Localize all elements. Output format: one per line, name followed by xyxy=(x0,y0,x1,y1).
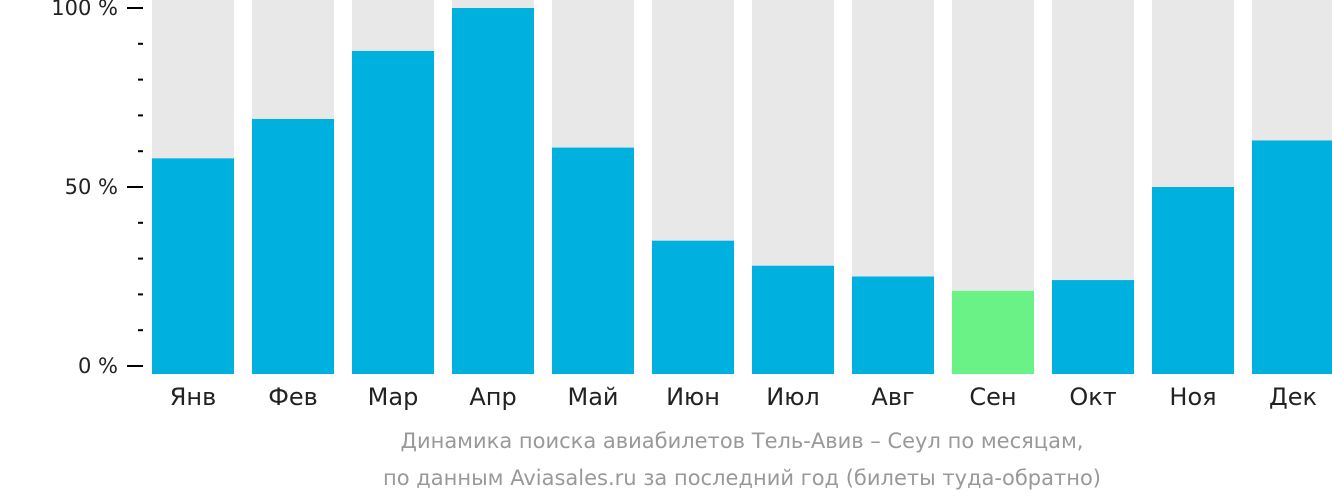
x-tick-label: Апр xyxy=(469,383,516,411)
x-tick-label: Ноя xyxy=(1169,383,1216,411)
x-tick-label: Июн xyxy=(666,383,720,411)
bar-chart: 0 % 50 % 100 % Янв Фев Мар Апр Май Июн Июл Авг Сен О… xyxy=(51,0,1332,411)
y-tick-label: 100 % xyxy=(51,0,118,20)
x-tick-label: Сен xyxy=(969,383,1016,411)
y-tick-label: 50 % xyxy=(65,175,118,199)
x-tick-label: Янв xyxy=(170,383,217,411)
chart-caption-line-1: Динамика поиска авиабилетов Тель-Авив – … xyxy=(400,429,1084,453)
bar xyxy=(852,276,934,374)
y-tick-label: 0 % xyxy=(78,354,118,378)
bar xyxy=(952,290,1034,374)
bar xyxy=(1052,280,1134,374)
x-tick-label: Окт xyxy=(1069,383,1116,411)
x-tick-label: Май xyxy=(567,383,618,411)
bar xyxy=(152,158,234,374)
bar xyxy=(1152,187,1234,374)
bar xyxy=(752,265,834,374)
bar xyxy=(252,118,334,374)
bar xyxy=(552,147,634,374)
bar xyxy=(452,8,534,374)
bar xyxy=(1252,140,1332,374)
x-tick-label: Фев xyxy=(268,383,318,411)
x-tick-label: Мар xyxy=(368,383,419,411)
bar xyxy=(652,240,734,374)
x-tick-label: Июл xyxy=(766,383,820,411)
x-tick-label: Авг xyxy=(871,383,914,411)
x-tick-label: Дек xyxy=(1269,383,1317,411)
chart-caption-line-2: по данным Aviasales.ru за последний год … xyxy=(383,466,1101,490)
bar xyxy=(352,50,434,375)
